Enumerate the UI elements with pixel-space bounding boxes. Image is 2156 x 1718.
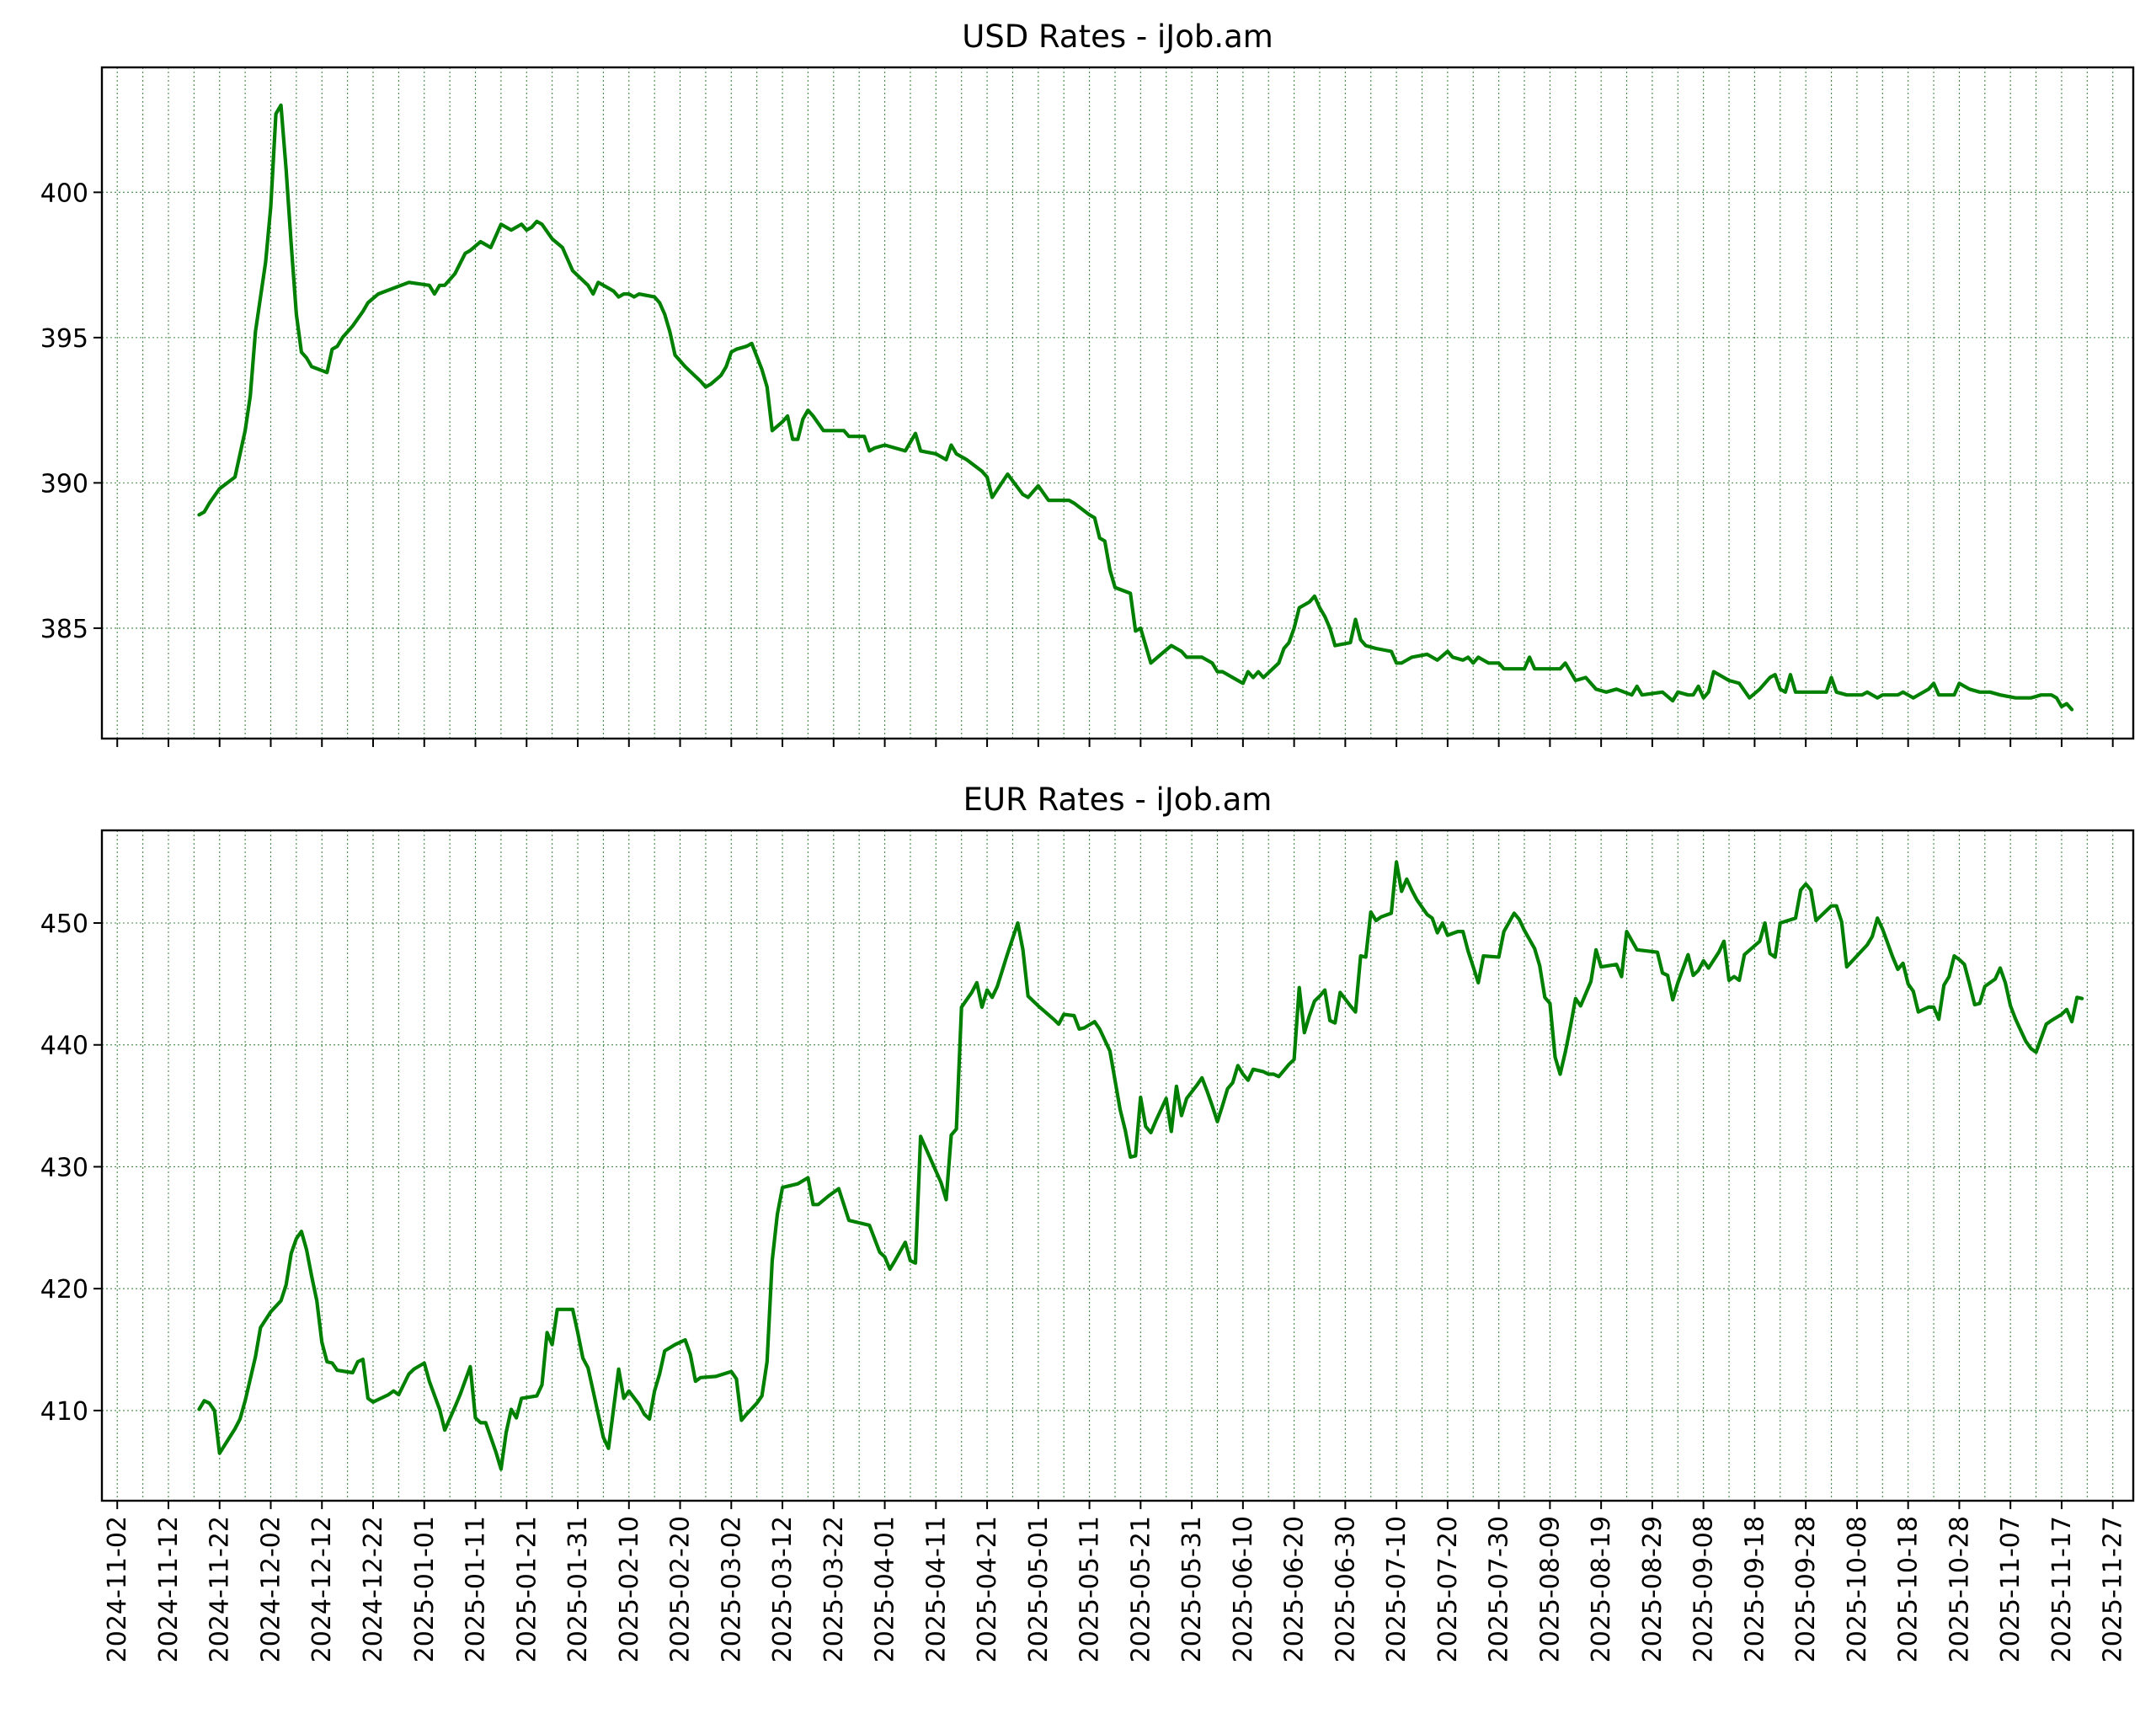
eur-x-tick-label: 2025-05-21 <box>1126 1516 1155 1662</box>
eur-x-tick-label: 2025-10-08 <box>1843 1516 1872 1662</box>
usd-y-tick-label: 395 <box>40 324 88 354</box>
usd-chart: USD Rates - iJob.am 385 390 395 400 <box>40 19 2135 747</box>
eur-x-tick-label: 2025-01-01 <box>410 1516 440 1662</box>
eur-x-tick-label: 2025-01-21 <box>512 1516 542 1662</box>
eur-x-tick-label: 2024-12-12 <box>307 1516 337 1662</box>
eur-x-tick-label: 2025-11-27 <box>2099 1516 2128 1662</box>
eur-x-tick-label: 2025-03-22 <box>819 1516 849 1662</box>
eur-y-tick-label: 410 <box>40 1397 88 1427</box>
eur-x-tick-label: 2025-01-31 <box>563 1516 593 1662</box>
eur-y-tick-label: 420 <box>40 1275 88 1305</box>
eur-x-tick-label: 2025-06-10 <box>1229 1516 1258 1662</box>
eur-x-tick-label: 2025-06-20 <box>1280 1516 1310 1662</box>
eur-x-tick-label: 2025-04-11 <box>921 1516 951 1662</box>
eur-x-tick-label: 2024-11-02 <box>103 1516 132 1662</box>
eur-x-tick-label: 2025-05-11 <box>1075 1516 1105 1662</box>
eur-x-tick-label: 2025-07-20 <box>1433 1516 1463 1662</box>
eur-x-tick-label: 2025-10-18 <box>1894 1516 1924 1662</box>
usd-y-tick-label: 385 <box>40 615 88 644</box>
eur-x-tick-label: 2024-12-02 <box>256 1516 286 1662</box>
eur-x-tick-label: 2025-08-19 <box>1587 1516 1616 1662</box>
usd-grid <box>102 67 2133 739</box>
eur-x-tick-label: 2025-03-02 <box>717 1516 746 1662</box>
eur-x-tick-label: 2025-11-17 <box>2047 1516 2077 1662</box>
eur-grid <box>102 830 2133 1501</box>
eur-x-tick-label: 2025-01-11 <box>462 1516 491 1662</box>
eur-chart: EUR Rates - iJob.am 2024-11-02 2024-11-12… <box>40 782 2135 1662</box>
eur-y-tick-label: 430 <box>40 1153 88 1182</box>
usd-y-tick-label: 390 <box>40 469 88 499</box>
eur-x-tick-label: 2024-11-22 <box>205 1516 235 1662</box>
eur-y-tick-label: 450 <box>40 910 88 939</box>
eur-ticks: 2024-11-02 2024-11-12 2024-11-22 2024-12-02… <box>40 910 2128 1662</box>
eur-x-tick-label: 2025-02-20 <box>666 1516 696 1662</box>
usd-chart-title: USD Rates - iJob.am <box>962 19 1273 55</box>
eur-x-tick-label: 2025-09-08 <box>1689 1516 1719 1662</box>
eur-y-tick-label: 440 <box>40 1032 88 1061</box>
eur-x-tick-label: 2025-09-28 <box>1791 1516 1821 1662</box>
usd-axes-frame <box>100 66 2135 740</box>
eur-series-line <box>197 860 2084 1471</box>
eur-x-tick-label: 2025-05-01 <box>1024 1516 1054 1662</box>
eur-x-tick-label: 2025-04-01 <box>871 1516 900 1662</box>
eur-x-tick-label: 2025-07-10 <box>1382 1516 1412 1662</box>
usd-y-tick-label: 400 <box>40 179 88 208</box>
eur-x-tick-label: 2025-03-12 <box>768 1516 798 1662</box>
eur-x-tick-label: 2025-09-18 <box>1740 1516 1769 1662</box>
usd-ticks: 385 390 395 400 <box>40 179 2114 747</box>
eur-x-tick-label: 2025-02-10 <box>615 1516 644 1662</box>
eur-x-tick-label: 2025-08-09 <box>1535 1516 1565 1662</box>
eur-x-tick-label: 2025-04-21 <box>973 1516 1002 1662</box>
eur-x-tick-label: 2025-06-30 <box>1331 1516 1360 1662</box>
usd-series-line <box>197 103 2074 712</box>
eur-x-tick-label: 2025-10-28 <box>1945 1516 1974 1662</box>
eur-chart-title: EUR Rates - iJob.am <box>963 782 1273 818</box>
eur-x-tick-label: 2025-08-29 <box>1638 1516 1668 1662</box>
eur-axes-frame <box>100 829 2135 1502</box>
eur-x-tick-label: 2024-12-22 <box>359 1516 388 1662</box>
eur-x-tick-label: 2025-05-31 <box>1177 1516 1207 1662</box>
eur-x-tick-label: 2025-07-30 <box>1485 1516 1514 1662</box>
eur-x-tick-label: 2024-11-12 <box>154 1516 184 1662</box>
eur-x-tick-label: 2025-11-07 <box>1996 1516 2025 1662</box>
